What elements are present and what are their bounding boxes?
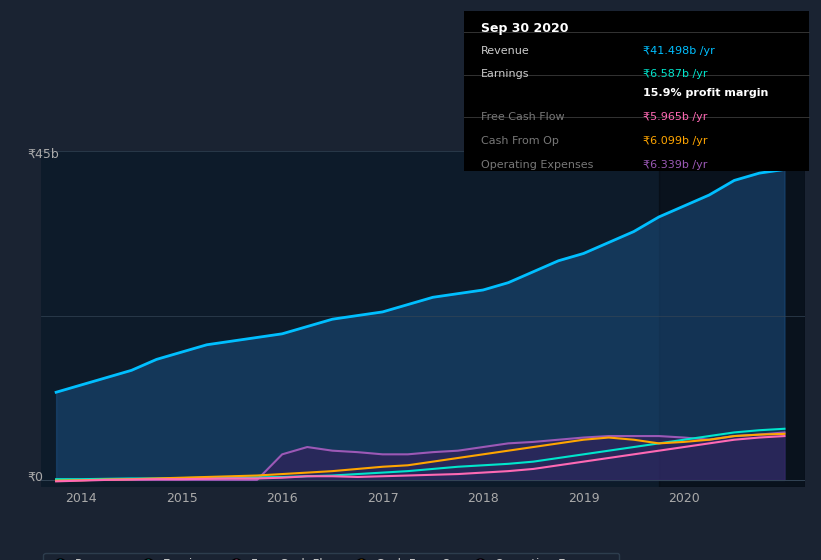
- Text: ₹6.339b /yr: ₹6.339b /yr: [643, 160, 708, 170]
- Text: ₹41.498b /yr: ₹41.498b /yr: [643, 46, 715, 57]
- Text: Free Cash Flow: Free Cash Flow: [481, 112, 565, 122]
- Text: ₹6.099b /yr: ₹6.099b /yr: [643, 136, 708, 146]
- Text: ₹6.587b /yr: ₹6.587b /yr: [643, 69, 708, 78]
- Legend: Revenue, Earnings, Free Cash Flow, Cash From Op, Operating Expenses: Revenue, Earnings, Free Cash Flow, Cash …: [44, 553, 619, 560]
- Text: Cash From Op: Cash From Op: [481, 136, 559, 146]
- Text: ₹5.965b /yr: ₹5.965b /yr: [643, 112, 708, 122]
- Bar: [659, 151, 805, 487]
- Text: 15.9% profit margin: 15.9% profit margin: [643, 88, 768, 98]
- Text: ₹0: ₹0: [27, 470, 43, 484]
- Text: Operating Expenses: Operating Expenses: [481, 160, 594, 170]
- Text: Revenue: Revenue: [481, 46, 530, 57]
- Text: Sep 30 2020: Sep 30 2020: [481, 22, 569, 35]
- Text: ₹45b: ₹45b: [27, 147, 59, 161]
- Text: Earnings: Earnings: [481, 69, 530, 78]
